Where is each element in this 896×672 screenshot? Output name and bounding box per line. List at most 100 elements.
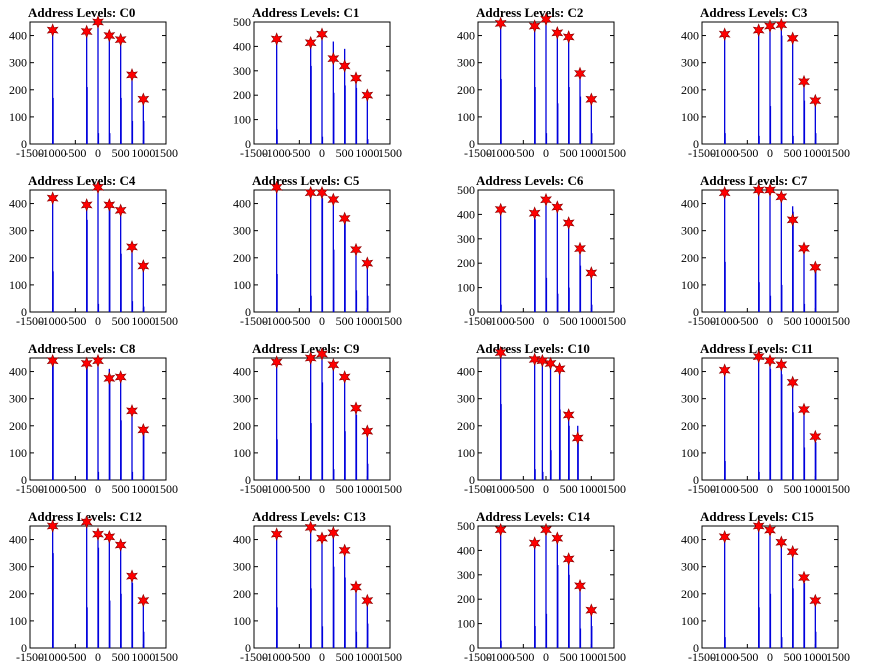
x-tick-label: 1000 <box>579 482 603 496</box>
y-tick-label: 400 <box>233 365 251 379</box>
x-tick-label: 1000 <box>803 650 827 664</box>
y-tick-label: 200 <box>681 419 699 433</box>
y-tick-label: 0 <box>693 473 699 487</box>
x-tick-label: -1500 <box>688 650 716 664</box>
y-tick-label: 200 <box>233 88 251 102</box>
x-tick-label: 1500 <box>378 314 402 328</box>
y-tick-label: 0 <box>245 473 251 487</box>
x-tick-label: 1000 <box>803 314 827 328</box>
star-marker <box>528 206 541 221</box>
star-marker <box>752 519 765 533</box>
chart-title: Address Levels: C15 <box>700 509 814 524</box>
star-marker <box>585 603 598 618</box>
chart-title: Address Levels: C8 <box>28 341 136 356</box>
star-marker <box>540 522 552 537</box>
y-tick-label: 200 <box>233 587 251 601</box>
chart-title: Address Levels: C12 <box>28 509 142 524</box>
x-tick-label: -1500 <box>464 650 492 664</box>
chart-panel-6: Address Levels: C60100200300400500-1500-… <box>457 173 626 328</box>
y-tick-label: 0 <box>469 137 475 151</box>
star-marker <box>585 266 598 280</box>
star-marker <box>92 527 104 541</box>
star-marker <box>80 198 93 212</box>
star-marker <box>114 538 127 552</box>
x-tick-label: 500 <box>336 314 354 328</box>
x-tick-label: 0 <box>543 482 549 496</box>
star-marker <box>126 68 138 82</box>
y-tick-label: 100 <box>681 614 699 628</box>
chart-panel-0: Address Levels: C0 0 100 200 300 400 -1500-100… <box>9 5 178 160</box>
x-tick-label: -500 <box>512 482 534 496</box>
y-tick-label: 100 <box>681 278 699 292</box>
x-tick-label: 1000 <box>579 314 603 328</box>
x-tick-label: 1000 <box>131 314 155 328</box>
y-tick-label: 300 <box>233 64 251 78</box>
star-marker <box>338 543 351 558</box>
y-tick-label: 500 <box>233 15 251 29</box>
x-tick-label: -500 <box>288 314 310 328</box>
x-tick-label: 0 <box>95 146 101 160</box>
star-marker <box>540 12 552 27</box>
chart-panel-5: Address Levels: C5 0 100 200 300 400 -1500-100… <box>233 173 402 328</box>
x-tick-label: 1000 <box>355 650 379 664</box>
x-tick-label: -500 <box>288 650 310 664</box>
y-tick-label: 100 <box>9 110 27 124</box>
star-marker <box>114 370 127 384</box>
star-marker <box>316 27 328 42</box>
star-marker <box>553 362 566 376</box>
x-tick-label: 1500 <box>826 482 850 496</box>
star-marker <box>775 17 788 32</box>
star-marker <box>103 371 116 386</box>
x-tick-label: -1000 <box>487 650 515 664</box>
y-tick-label: 200 <box>681 83 699 97</box>
star-marker <box>786 375 799 390</box>
chart-panel-10: Address Levels: C10 0 100 200 300 400 -1500-10… <box>457 341 626 496</box>
x-tick-label: -1000 <box>487 146 515 160</box>
star-marker <box>338 370 351 384</box>
y-tick-label: 300 <box>233 560 251 574</box>
star-marker <box>551 26 564 40</box>
x-tick-label: 500 <box>112 146 130 160</box>
y-tick-label: 400 <box>9 197 27 211</box>
star-marker <box>361 256 374 271</box>
x-tick-label: 1000 <box>803 146 827 160</box>
star-marker <box>718 530 731 544</box>
y-tick-label: 100 <box>457 617 475 631</box>
star-marker <box>103 530 116 544</box>
chart-panel-2: Address Levels: C2 0 100 200 300 400 -1500-100… <box>457 5 626 160</box>
star-marker <box>528 352 541 367</box>
x-tick-label: -500 <box>288 146 310 160</box>
x-tick-label: -1500 <box>16 146 44 160</box>
y-tick-label: 300 <box>9 56 27 70</box>
y-tick-label: 300 <box>9 560 27 574</box>
star-marker <box>551 200 564 214</box>
star-marker <box>718 363 731 378</box>
star-marker <box>764 183 776 197</box>
y-tick-label: 0 <box>245 137 251 151</box>
x-tick-label: 1000 <box>355 314 379 328</box>
star-marker <box>92 180 104 195</box>
x-tick-label: 1500 <box>378 146 402 160</box>
y-tick-label: 200 <box>233 251 251 265</box>
star-marker <box>798 241 810 256</box>
x-tick-label: -500 <box>64 146 86 160</box>
x-tick-label: -1000 <box>711 146 739 160</box>
x-tick-label: 500 <box>784 146 802 160</box>
star-marker <box>494 345 507 360</box>
chart-panel-15: Address Levels: C15 0 100 200 300 400 -1500-10… <box>681 509 850 664</box>
star-marker <box>494 202 507 217</box>
y-tick-label: 200 <box>681 587 699 601</box>
star-marker <box>494 522 507 537</box>
star-marker <box>46 353 59 368</box>
x-tick-label: 1500 <box>602 314 626 328</box>
star-marker <box>137 259 150 273</box>
y-tick-label: 400 <box>457 365 475 379</box>
y-tick-label: 300 <box>457 56 475 70</box>
y-tick-label: 0 <box>21 473 27 487</box>
y-tick-label: 100 <box>457 446 475 460</box>
x-tick-label: 0 <box>543 650 549 664</box>
y-tick-label: 300 <box>9 224 27 238</box>
star-marker <box>350 580 362 594</box>
y-tick-label: 0 <box>469 473 475 487</box>
y-tick-label: 0 <box>245 641 251 655</box>
